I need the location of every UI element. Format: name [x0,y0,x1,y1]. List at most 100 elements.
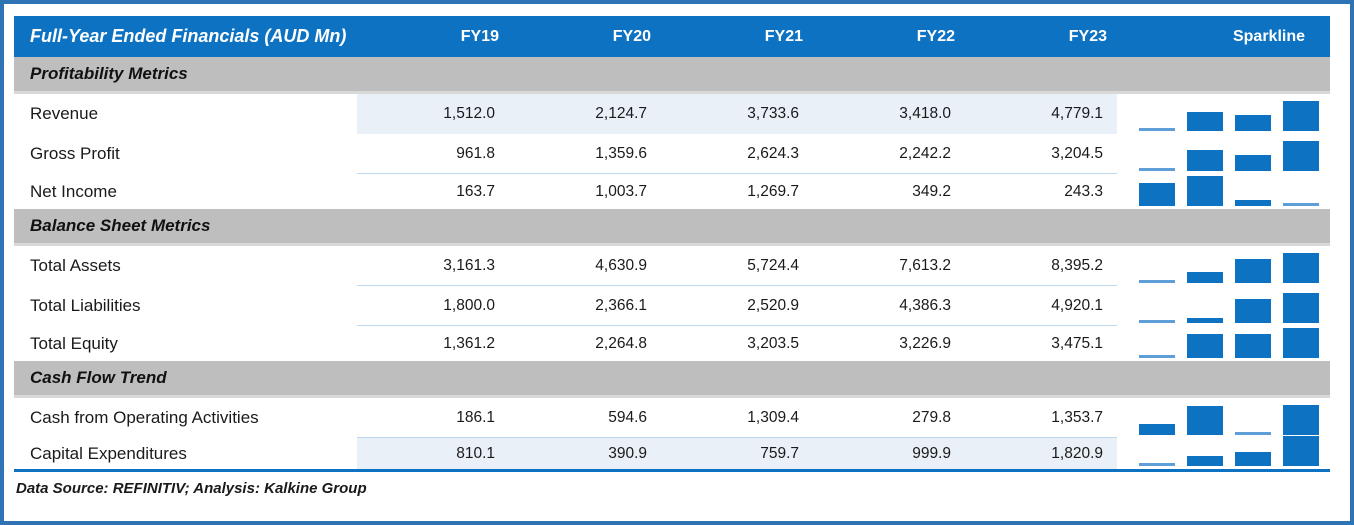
value-band: 1,800.0 2,366.1 2,520.9 4,386.3 4,920.1 [357,286,1117,326]
sparkline-bar [1187,111,1223,131]
sparkline-bar [1283,101,1319,131]
section-header-profitability: Profitability Metrics [14,57,1330,94]
value-cell: 999.9 [912,444,951,462]
data-source-note: Data Source: REFINITIV; Analysis: Kalkin… [16,480,367,497]
sparkline [1117,174,1330,209]
sparkline-bar [1187,406,1223,435]
table-content: Full-Year Ended Financials (AUD Mn) FY19… [14,16,1330,497]
value-cell: 1,003.7 [595,182,647,200]
bottom-rule [14,469,1330,472]
sparkline-bar [1283,203,1319,206]
value-cell: 2,124.7 [595,105,647,122]
sparkline [1117,286,1330,326]
value-cell: 2,264.8 [595,334,647,352]
metric-label: Cash from Operating Activities [30,408,259,427]
value-cell: 5,724.4 [747,256,799,274]
value-cell: 8,395.2 [1051,256,1103,274]
section-header-balance-sheet: Balance Sheet Metrics [14,209,1330,246]
value-cell: 2,366.1 [595,296,647,314]
sparkline-bar [1235,258,1271,283]
table-row-revenue: Revenue 1,512.0 2,124.7 3,733.6 3,418.0 … [14,94,1330,134]
value-cell: 961.8 [456,144,495,162]
value-cell: 186.1 [456,408,495,426]
value-cell: 390.9 [608,444,647,462]
value-cell: 3,204.5 [1051,144,1103,162]
value-cell: 2,242.2 [899,144,951,162]
year-column-header: FY22 [916,27,955,45]
sparkline-bar [1139,128,1175,131]
sparkline-bar [1235,298,1271,323]
sparkline-bar [1283,253,1319,283]
year-column-header: FY23 [1068,27,1107,45]
value-cell: 810.1 [456,444,495,462]
value-cell: 3,418.0 [899,105,951,122]
value-cell: 3,733.6 [747,105,799,122]
metric-label: Total Liabilities [30,296,141,315]
value-cell: 349.2 [912,182,951,200]
sparkline-bar [1283,405,1319,435]
metric-label: Total Assets [30,256,121,275]
table-row-net-income: Net Income 163.7 1,003.7 1,269.7 349.2 2… [14,174,1330,209]
value-cell: 759.7 [760,444,799,462]
sparkline-bar [1139,355,1175,358]
metric-label: Revenue [30,104,99,123]
value-cell: 594.6 [608,408,647,426]
value-cell: 4,779.1 [1051,105,1103,122]
value-cell: 1,800.0 [443,296,495,314]
sparkline-bar [1187,149,1223,171]
sparkline-bar [1283,293,1319,323]
year-column-header: FY19 [460,27,499,45]
value-cell: 1,361.2 [443,334,495,352]
metric-label: Total Equity [30,333,118,353]
value-cell: 1,309.4 [747,408,799,426]
value-cell: 4,920.1 [1051,296,1103,314]
sparkline-bar [1235,114,1271,131]
year-column-header: FY20 [612,27,651,45]
year-column-header: FY21 [764,27,803,45]
sparkline-bar [1139,320,1175,323]
value-cell: 1,359.6 [595,144,647,162]
sparkline-bar [1139,168,1175,171]
section-header-cash-flow: Cash Flow Trend [14,361,1330,398]
table-title: Full-Year Ended Financials (AUD Mn) [30,26,347,46]
value-band: 1,512.0 2,124.7 3,733.6 3,418.0 4,779.1 [357,94,1117,134]
sparkline-bar [1283,328,1319,358]
metric-label: Gross Profit [30,144,120,163]
sparkline-bar [1235,155,1271,171]
value-cell: 7,613.2 [899,256,951,274]
value-cell: 2,624.3 [747,144,799,162]
sparkline-bar [1187,318,1223,323]
sparkline [1117,94,1330,134]
metric-label: Capital Expenditures [30,443,187,463]
sparkline-bar [1187,272,1223,283]
table-row-total-equity: Total Equity 1,361.2 2,264.8 3,203.5 3,2… [14,326,1330,361]
sparkline-bar [1235,432,1271,435]
value-cell: 1,353.7 [1051,408,1103,426]
value-cell: 3,161.3 [443,256,495,274]
value-cell: 1,269.7 [747,182,799,200]
value-cell: 4,386.3 [899,296,951,314]
sparkline-bar [1235,333,1271,358]
sparkline-column-header: Sparkline [1232,27,1305,45]
table-row-capital-expenditures: Capital Expenditures 810.1 390.9 759.7 9… [14,436,1330,469]
value-cell: 1,512.0 [443,105,495,122]
value-band: 1,361.2 2,264.8 3,203.5 3,226.9 3,475.1 [357,326,1117,361]
sparkline-bar [1139,280,1175,283]
value-cell: 2,520.9 [747,296,799,314]
table-row-gross-profit: Gross Profit 961.8 1,359.6 2,624.3 2,242… [14,134,1330,174]
sparkline-bar [1283,141,1319,171]
value-cell: 163.7 [456,182,495,200]
value-band: 961.8 1,359.6 2,624.3 2,242.2 3,204.5 [357,134,1117,174]
sparkline-bar [1283,436,1319,466]
value-cell: 1,820.9 [1051,444,1103,462]
sparkline [1117,326,1330,361]
sparkline [1117,134,1330,174]
sparkline-bar [1235,451,1271,466]
sparkline-bar [1187,176,1223,206]
sparkline-bar [1139,463,1175,466]
table-row-total-liabilities: Total Liabilities 1,800.0 2,366.1 2,520.… [14,286,1330,326]
sparkline-bar [1187,456,1223,466]
table-row-cash-operating: Cash from Operating Activities 186.1 594… [14,398,1330,438]
sparkline-bar [1139,183,1175,206]
